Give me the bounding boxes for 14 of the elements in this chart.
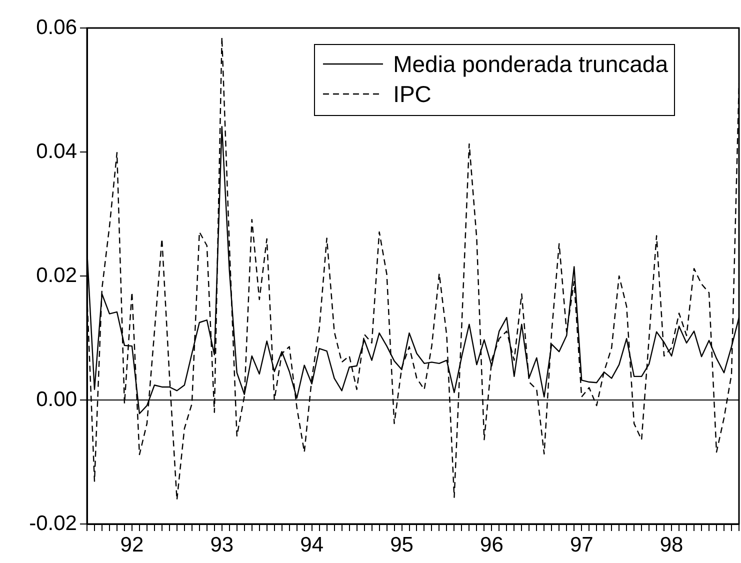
legend-label: IPC (393, 80, 432, 109)
x-tick-label: 92 (120, 533, 144, 556)
y-tick-label: -0.02 (29, 512, 77, 535)
y-tick-label: 0.02 (36, 264, 77, 287)
y-tick-label: 0.06 (36, 16, 77, 39)
legend-label: Media ponderada truncada (393, 50, 668, 79)
x-tick-label: 97 (570, 533, 594, 556)
x-tick-label: 96 (480, 533, 504, 556)
y-tick-label: 0.00 (36, 388, 77, 411)
x-tick-label: 98 (660, 533, 684, 556)
y-tick-label: 0.04 (36, 140, 78, 163)
x-tick-label: 95 (390, 533, 414, 556)
x-tick-label: 93 (210, 533, 234, 556)
x-tick-label: 94 (300, 533, 324, 556)
